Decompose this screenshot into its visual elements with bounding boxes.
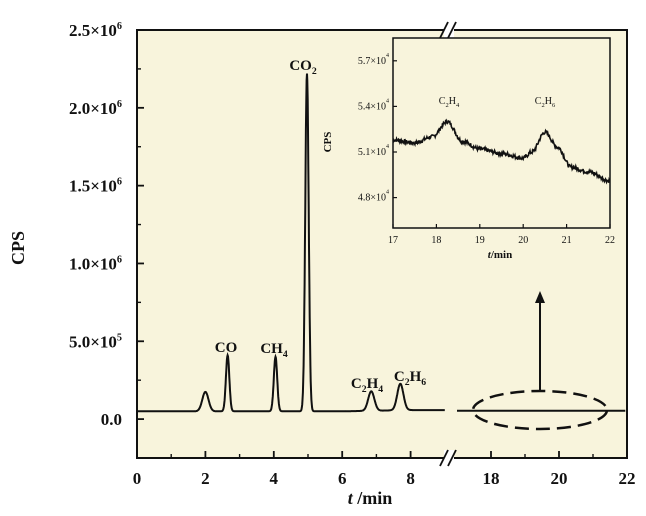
inset-y-tick-label: 5.1×104 xyxy=(358,144,389,158)
x-tick-label: 0 xyxy=(133,469,142,488)
inset-plot-area xyxy=(392,37,611,229)
inset-y-tick-label: 5.4×104 xyxy=(358,98,389,112)
trace-segment-left xyxy=(137,73,445,413)
peak-label-ch4: CH4 xyxy=(260,341,288,360)
inset-y-axis-title: CPS xyxy=(322,132,334,153)
peak-label-co: CO xyxy=(215,340,238,356)
inset-peak-label-c2h6: C2H6 xyxy=(535,96,556,109)
inset-x-tick-label: 20 xyxy=(518,235,528,246)
y-tick-label: 1.5×106 xyxy=(69,177,122,196)
y-tick-label: 5.0×105 xyxy=(69,332,122,351)
axis-break-bottom xyxy=(439,449,457,467)
axis-break-top xyxy=(439,21,457,39)
inset-x-ticks: 17 18 19 20 21 22 xyxy=(388,224,615,246)
inset-x-tick-label: 17 xyxy=(388,235,398,246)
x-tick-label: 18 xyxy=(483,469,500,488)
y-tick-label: 0.0 xyxy=(101,410,122,429)
zoom-region-ellipse xyxy=(471,389,609,431)
peak-label-c2h4: C2H4 xyxy=(351,376,383,395)
inset-y-tick-label: 4.8×104 xyxy=(358,190,389,204)
y-tick-label: 2.5×106 xyxy=(69,21,122,40)
peak-label-co2: CO2 xyxy=(289,58,317,77)
x-tick-label: 8 xyxy=(406,469,415,488)
inset-y-tick-label: 5.7×104 xyxy=(358,53,389,67)
inset-trace xyxy=(392,118,611,185)
x-tick-label: 20 xyxy=(551,469,568,488)
y-tick-label: 2.0×106 xyxy=(69,99,122,118)
inset-y-ticks: 4.8×104 5.1×104 5.4×104 5.7×104 xyxy=(358,53,397,204)
x-axis-title: t /min xyxy=(348,488,393,508)
y-axis-ticks: 0.0 5.0×105 1.0×106 1.5×106 2.0×106 2.5×106 xyxy=(69,21,144,429)
inset-x-tick-label: 19 xyxy=(475,235,485,246)
x-tick-label: 22 xyxy=(619,469,636,488)
y-axis-title: CPS xyxy=(8,231,28,265)
zoom-arrow-head xyxy=(535,291,545,303)
y-tick-label: 1.0×106 xyxy=(69,254,122,273)
x-axis-ticks: 0 2 4 6 8 18 20 22 xyxy=(133,451,636,488)
inset-x-tick-label: 22 xyxy=(605,235,615,246)
peak-label-c2h6: C2H6 xyxy=(394,369,426,388)
x-tick-label: 4 xyxy=(270,469,279,488)
inset-x-tick-label: 21 xyxy=(562,235,572,246)
inset-peak-label-c2h4: C2H4 xyxy=(439,96,460,109)
inset-chart: 17 18 19 20 21 22 4.8×104 5.1×104 5.4×104 5.7×10… xyxy=(322,37,615,261)
inset-x-axis-title: t/min xyxy=(488,249,512,261)
x-tick-label: 2 xyxy=(201,469,210,488)
x-tick-label: 6 xyxy=(338,469,347,488)
inset-x-tick-label: 18 xyxy=(431,235,441,246)
